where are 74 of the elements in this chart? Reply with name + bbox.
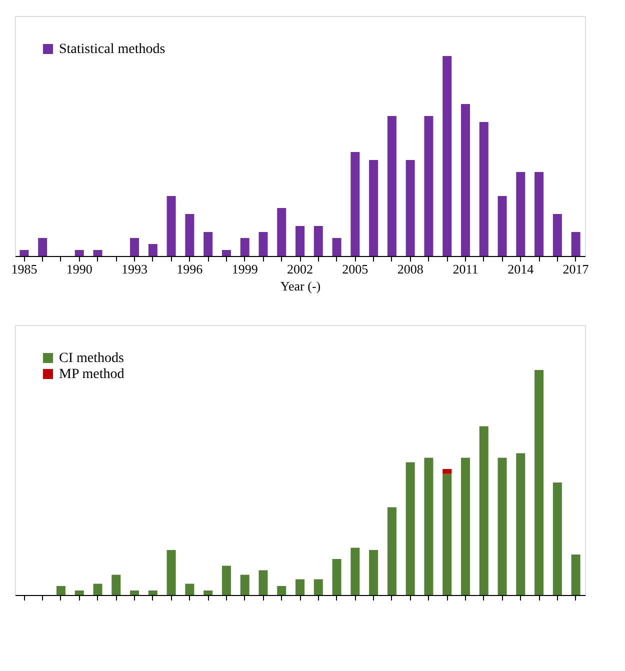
bar xyxy=(277,586,286,595)
bar xyxy=(204,590,213,595)
bar xyxy=(314,579,323,595)
bar xyxy=(74,590,84,595)
bar xyxy=(387,116,396,256)
bar xyxy=(498,458,507,595)
bar xyxy=(516,453,526,595)
bar xyxy=(332,559,342,595)
bar xyxy=(222,250,231,256)
bar xyxy=(442,56,452,256)
bar xyxy=(350,548,360,595)
x-tick-label: 1985 xyxy=(11,262,38,276)
bar xyxy=(130,590,140,595)
bar xyxy=(498,196,507,256)
bar xyxy=(240,238,250,256)
bar xyxy=(460,458,470,595)
bar xyxy=(185,214,194,256)
bar xyxy=(460,104,470,256)
x-tick-label: 1993 xyxy=(122,262,148,276)
bar xyxy=(166,550,176,595)
bar xyxy=(552,214,562,256)
bar xyxy=(350,152,360,256)
bar xyxy=(296,579,304,595)
bar xyxy=(369,550,378,595)
x-tick-label: 1990 xyxy=(66,262,92,276)
bar xyxy=(112,574,121,595)
bar xyxy=(130,238,140,256)
bar xyxy=(148,244,158,256)
bar xyxy=(277,208,286,256)
bar xyxy=(258,232,268,256)
bar xyxy=(442,469,452,474)
bar xyxy=(38,238,48,256)
x-tick-label: 2002 xyxy=(287,262,313,276)
bar xyxy=(424,458,434,595)
legend-label: Statistical methods xyxy=(59,42,166,57)
x-tick-label: 2008 xyxy=(397,262,424,276)
x-tick-label: 1999 xyxy=(232,262,258,276)
bar xyxy=(185,584,194,595)
bar xyxy=(240,574,250,595)
legend-label: MP method xyxy=(59,367,124,382)
legend-label: CI methods xyxy=(59,351,124,366)
x-axis-title: Year (-) xyxy=(280,278,321,294)
bar xyxy=(258,570,268,595)
bar xyxy=(166,196,176,256)
bar xyxy=(369,160,378,256)
bar xyxy=(148,590,158,595)
bar xyxy=(314,226,323,256)
bar xyxy=(552,482,562,595)
bar xyxy=(406,160,415,256)
bar xyxy=(332,238,342,256)
bar xyxy=(571,232,580,256)
bar xyxy=(296,226,304,256)
bar xyxy=(93,584,102,595)
bar xyxy=(516,172,526,256)
bar xyxy=(387,507,396,595)
bar xyxy=(571,554,580,595)
x-tick-label: 2011 xyxy=(452,262,478,276)
bar xyxy=(424,116,434,256)
x-tick-label: 2005 xyxy=(342,262,368,276)
bar xyxy=(534,172,544,256)
bar xyxy=(479,122,488,256)
x-tick-label: 2017 xyxy=(562,262,590,276)
bar xyxy=(204,232,213,256)
bar xyxy=(74,250,84,256)
bar xyxy=(222,566,231,595)
bar xyxy=(406,462,415,595)
bar xyxy=(20,250,29,256)
bar xyxy=(56,586,66,595)
bar xyxy=(93,250,102,256)
bar xyxy=(442,474,452,595)
bar xyxy=(534,370,544,595)
x-tick-label: 2014 xyxy=(508,262,534,276)
x-tick-label: 1996 xyxy=(176,262,204,276)
bar xyxy=(479,426,488,595)
